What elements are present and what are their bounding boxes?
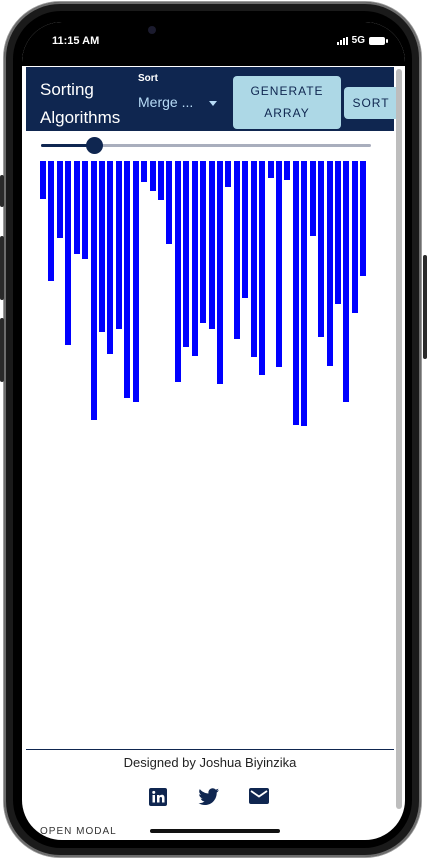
array-bar xyxy=(268,161,274,178)
signal-icon xyxy=(337,37,348,45)
open-modal-text[interactable]: OPEN MODAL xyxy=(40,826,117,837)
volume-down-button xyxy=(0,318,4,382)
array-bar xyxy=(133,161,139,402)
size-slider-thumb[interactable] xyxy=(86,137,103,154)
scrollbar[interactable] xyxy=(396,69,402,809)
array-bar xyxy=(40,161,46,199)
array-bar xyxy=(209,161,215,329)
array-bar xyxy=(234,161,240,339)
status-time: 11:15 AM xyxy=(52,35,99,47)
array-bar xyxy=(107,161,113,354)
array-bar xyxy=(276,161,282,367)
twitter-icon[interactable] xyxy=(198,788,220,811)
volume-up-button xyxy=(0,236,4,300)
app-bar: Sorting Algorithms Sort Merge ... GENERA… xyxy=(26,67,394,131)
linkedin-icon[interactable] xyxy=(149,788,167,811)
chevron-down-icon[interactable] xyxy=(209,101,217,106)
sort-select-label: Sort xyxy=(138,73,158,84)
status-icons: 5G xyxy=(337,35,385,46)
array-bar xyxy=(284,161,290,180)
array-bar xyxy=(91,161,97,420)
array-bar xyxy=(48,161,54,281)
array-bar xyxy=(183,161,189,347)
front-camera xyxy=(148,26,156,34)
array-bars xyxy=(40,161,370,441)
array-bar xyxy=(217,161,223,384)
footer-credit: Designed by Joshua Biyinzika xyxy=(22,755,398,770)
sort-select[interactable]: Merge ... xyxy=(138,94,193,110)
array-bar xyxy=(310,161,316,236)
mail-icon[interactable] xyxy=(249,788,269,809)
sort-button[interactable]: SORT xyxy=(344,87,398,119)
array-bar xyxy=(141,161,147,182)
generate-array-button[interactable]: GENERATE ARRAY xyxy=(233,76,341,129)
side-button xyxy=(0,175,4,207)
home-indicator[interactable] xyxy=(150,829,280,833)
array-bar xyxy=(360,161,366,276)
status-bar: 11:15 AM 5G xyxy=(22,22,405,66)
app-title: Sorting Algorithms xyxy=(40,76,136,132)
array-bar xyxy=(200,161,206,323)
array-bar xyxy=(301,161,307,426)
array-bar xyxy=(242,161,248,298)
footer-divider xyxy=(26,749,394,750)
array-bar xyxy=(99,161,105,332)
array-bar xyxy=(327,161,333,366)
array-bar xyxy=(335,161,341,304)
array-bar xyxy=(175,161,181,382)
array-bar xyxy=(124,161,130,398)
array-bar xyxy=(158,161,164,200)
array-bar xyxy=(74,161,80,254)
array-bar xyxy=(65,161,71,345)
array-bar xyxy=(82,161,88,259)
array-bar xyxy=(259,161,265,375)
power-button xyxy=(423,255,427,359)
array-bar xyxy=(116,161,122,329)
screen: 11:15 AM 5G Sorting Algorithms Sort Merg… xyxy=(22,22,405,840)
array-bar xyxy=(318,161,324,337)
array-bar xyxy=(166,161,172,244)
array-bar xyxy=(57,161,63,238)
array-bar xyxy=(225,161,231,187)
array-bar xyxy=(192,161,198,356)
array-bar xyxy=(352,161,358,313)
array-bar xyxy=(293,161,299,425)
array-bar xyxy=(150,161,156,191)
network-label: 5G xyxy=(352,35,365,46)
array-bar xyxy=(251,161,257,357)
array-bar xyxy=(343,161,349,402)
battery-icon xyxy=(369,37,385,45)
